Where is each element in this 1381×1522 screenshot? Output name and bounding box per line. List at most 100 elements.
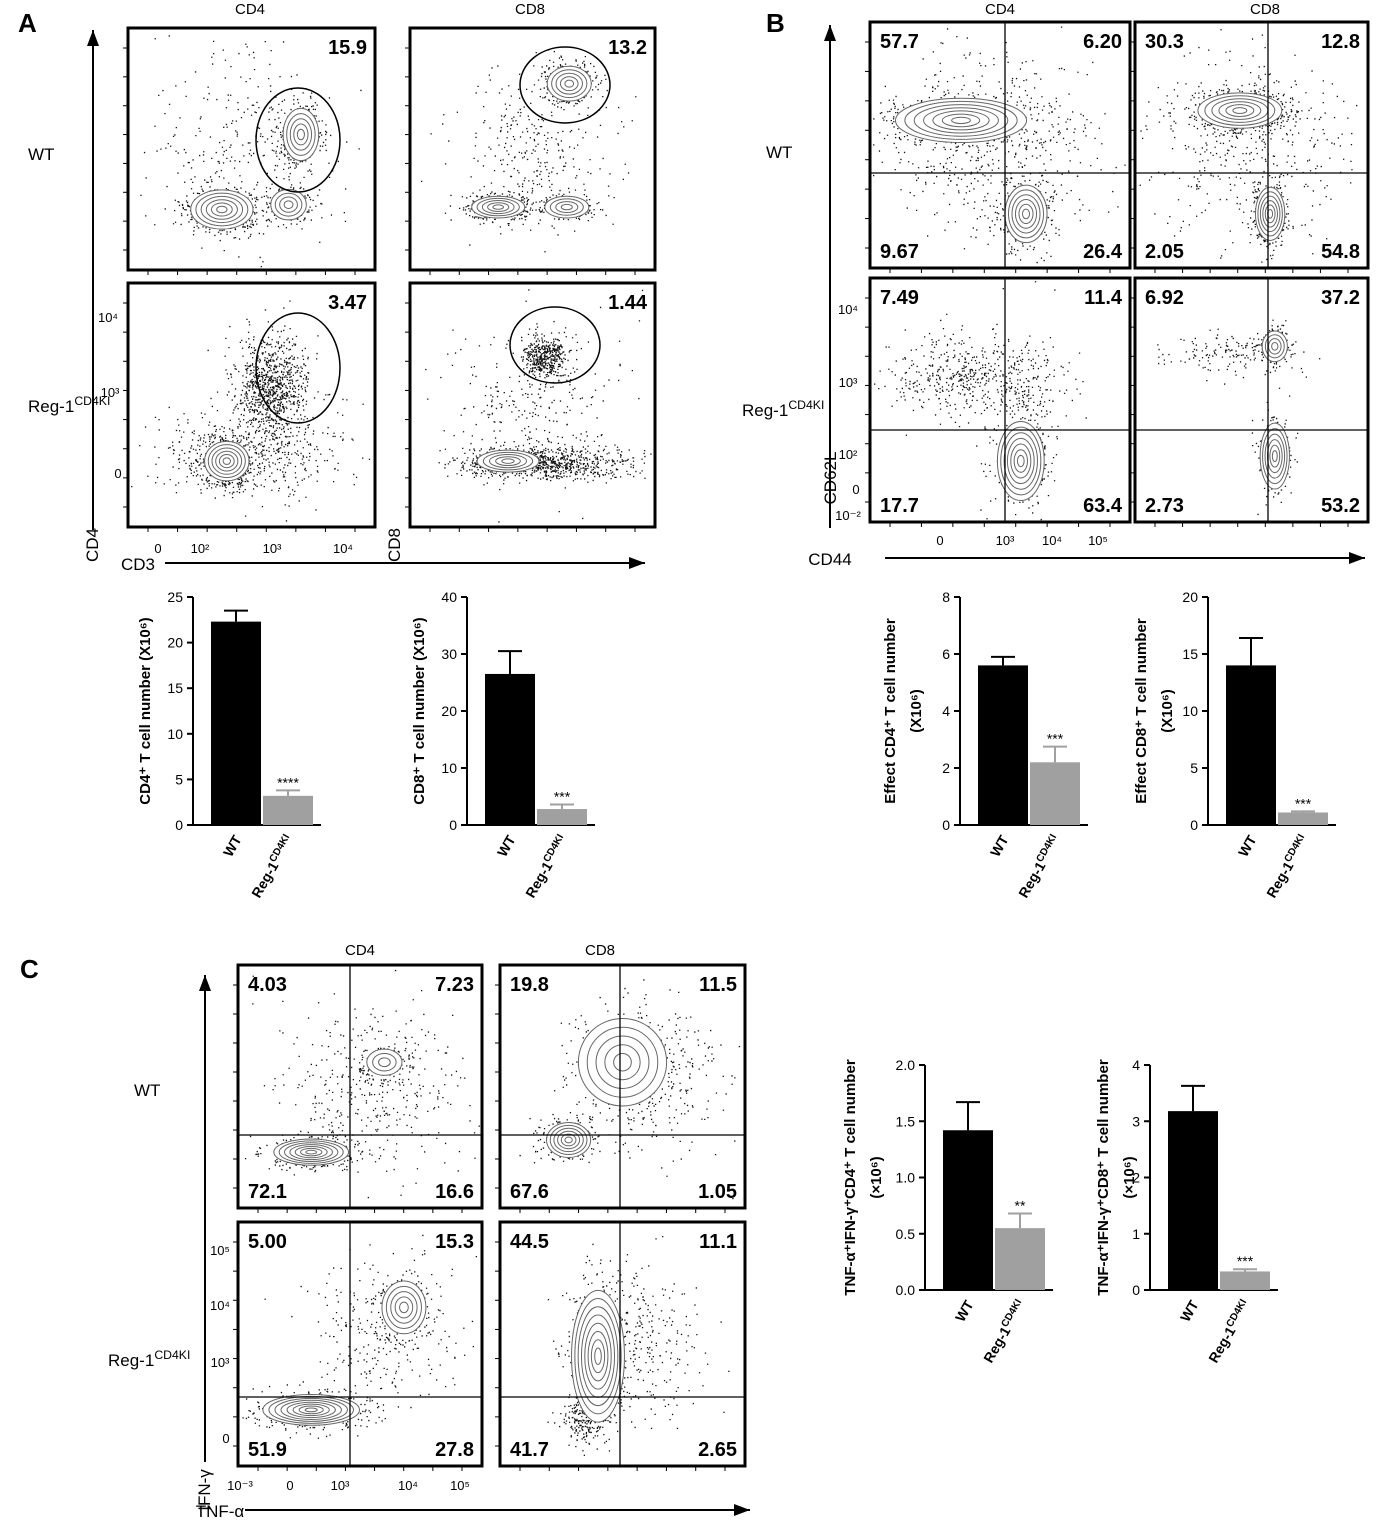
column-header: CD8 [1250,1,1280,18]
arrow-head [824,25,836,41]
x-tick-label: 10² [191,541,210,556]
x-tick-label: 0 [154,541,161,556]
plot-frame [498,1220,747,1468]
contour [553,1127,584,1153]
quadrant-percent: 4.03 [248,974,287,996]
y-tick-label: 10 [441,760,457,776]
x-tick-label: 10³ [996,533,1015,548]
bar [485,673,535,825]
plot-frame [126,26,377,272]
column-header: CD8 [515,1,545,18]
contour [378,1057,391,1068]
bar [537,809,587,825]
contour [590,1339,606,1374]
contour [595,1035,650,1089]
flow-plot [547,1236,730,1456]
significance: **** [277,774,299,790]
quadrant-percent: 51.9 [248,1439,287,1461]
quadrant-percent: 6.92 [1145,287,1184,309]
quadrant-percent: 54.8 [1321,241,1360,263]
arrow-head [629,557,645,569]
plot-frame [408,26,657,272]
quadrant-percent: 1.05 [698,1181,737,1203]
contour [293,123,309,146]
y-tick-label: 4 [942,703,950,719]
significance: *** [1237,1253,1254,1269]
y-tick-label: 10⁴ [98,310,118,325]
quadrant-percent: 63.4 [1083,495,1123,517]
flow-plot [140,35,362,268]
contour [298,1405,324,1415]
gate [509,306,601,384]
bar [1168,1111,1218,1290]
label-part: Reg-1 [980,1324,1013,1366]
contour [1254,186,1286,241]
contour [941,113,981,128]
y-axis-label: (X10⁶) [1159,689,1176,733]
label: WT [1235,832,1260,859]
contour [577,1306,619,1407]
label-part: CD4KI [541,832,566,864]
contour [564,1136,573,1144]
error-bar [1043,745,1067,763]
y-tick-label: 15 [1182,646,1198,662]
quadrant-percent: 2.65 [698,1439,737,1461]
y-tick-label: 0 [222,1431,229,1446]
contour [555,201,579,214]
y-tick-label: 20 [167,635,183,651]
contour [1197,92,1283,129]
error-bar [1181,1084,1205,1112]
contour [487,202,510,212]
contour [574,1298,622,1415]
contour [1264,433,1286,479]
contour [1218,101,1262,120]
contour [1257,191,1283,237]
contour [555,72,583,95]
flow-plot [1157,319,1321,516]
bar [1220,1271,1270,1290]
contour [385,1285,422,1329]
label-part: WT [1177,1297,1202,1324]
quadrant-percent: 26.4 [1083,241,1123,263]
event-dots [421,49,637,253]
label-part: CD4KI [1224,1297,1249,1329]
contour [1271,450,1278,463]
error-bar [956,1101,980,1131]
event-dots [874,281,1087,521]
quadrant-percent: 7.23 [435,974,474,996]
contour [1271,341,1279,351]
y-axis-label: CD4 [83,528,102,562]
contour [1264,204,1276,224]
label-part: WT [494,832,519,859]
y-tick-label: 8 [942,589,950,605]
y-tick-label: 0 [1132,1282,1140,1298]
contour [613,1052,632,1072]
contour [305,1149,318,1155]
y-axis-label: (X10⁶) [908,689,925,733]
bar [1278,812,1328,825]
label-part: WT [220,832,245,859]
gate [255,87,341,193]
contour [584,1322,612,1390]
y-tick-label: 25 [167,589,183,605]
contour [594,1347,602,1365]
contour [210,202,233,217]
contour [495,456,521,467]
arrow-head [199,975,211,991]
contour [200,195,244,224]
quadrant-percent: 72.1 [248,1181,287,1203]
label: WT [952,1297,977,1324]
label: Reg-1CD4KI [980,1297,1029,1365]
y-tick-label: 30 [441,646,457,662]
quadrant-percent: 37.2 [1321,287,1360,309]
contour [1264,334,1285,359]
event-dots [244,969,480,1199]
quadrant-percent: 44.5 [510,1231,549,1253]
significance: ** [1015,1198,1026,1214]
quadrant-percent: 19.8 [510,974,549,996]
y-tick-label: 40 [441,589,457,605]
y-tick-label: 10⁴ [210,1298,230,1313]
flow-plot [242,1234,477,1439]
label: WT [987,832,1012,859]
